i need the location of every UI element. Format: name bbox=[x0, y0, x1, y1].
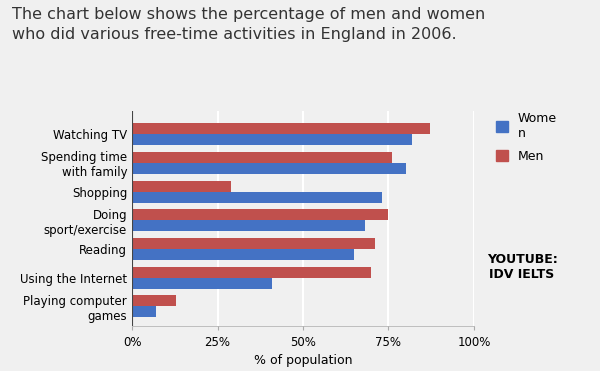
Bar bbox=[132, 220, 365, 231]
Text: The chart below shows the percentage of men and women
who did various free-time : The chart below shows the percentage of … bbox=[12, 7, 485, 42]
Legend: Wome
n, Men: Wome n, Men bbox=[491, 107, 562, 168]
X-axis label: % of population: % of population bbox=[254, 354, 352, 367]
Bar bbox=[132, 209, 389, 220]
Bar bbox=[132, 192, 382, 203]
Text: YOUTUBE:
IDV IELTS: YOUTUBE: IDV IELTS bbox=[487, 253, 557, 281]
Bar bbox=[132, 163, 406, 174]
Bar bbox=[132, 134, 412, 145]
Bar bbox=[132, 152, 392, 163]
Bar bbox=[132, 295, 176, 306]
Bar bbox=[132, 278, 272, 289]
Bar bbox=[132, 181, 231, 192]
Bar bbox=[132, 249, 354, 260]
Bar bbox=[132, 306, 156, 317]
Bar bbox=[132, 238, 375, 249]
Bar bbox=[132, 123, 430, 134]
Bar bbox=[132, 267, 371, 278]
